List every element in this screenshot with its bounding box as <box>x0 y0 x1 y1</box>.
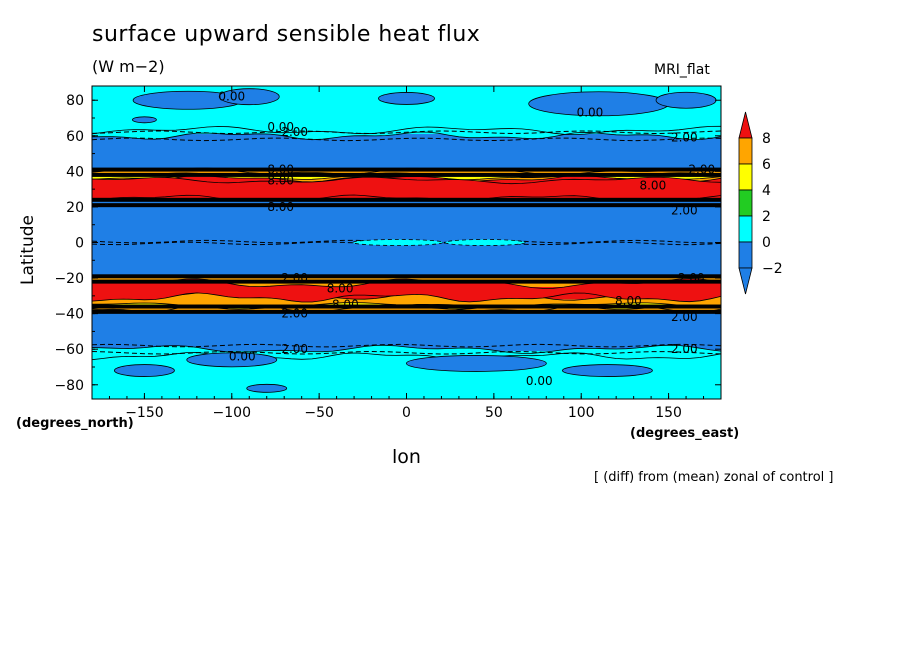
x-tick-label: −100 <box>213 405 251 421</box>
contour-label: 0.00 <box>229 349 256 363</box>
contour-details <box>92 88 721 393</box>
contour-label: 8.00 <box>267 173 294 187</box>
x-axis-label: lon <box>392 446 421 468</box>
contour-label: 8.00 <box>267 200 294 214</box>
colorbar: 8 6 4 2 0 −2 <box>738 111 783 295</box>
chart-title: surface upward sensible heat flux <box>92 22 481 47</box>
band-1 <box>92 134 721 172</box>
blob-south-5 <box>246 383 288 393</box>
contour-label: 8.00 <box>267 163 294 177</box>
colorbar-segment <box>738 137 753 165</box>
model-label: MRI_flat <box>654 62 710 78</box>
contour-dashed-1 <box>92 137 721 142</box>
colorbar-segment <box>738 163 753 191</box>
contour-dashed-2 <box>92 343 721 348</box>
y-tick-label: −80 <box>54 378 84 394</box>
contour-label: 8.00 <box>639 179 666 193</box>
contour-label: 2.00 <box>671 203 698 217</box>
band-south-red <box>92 278 721 303</box>
colorbar-label: 8 <box>762 131 771 147</box>
contour-dashed-0 <box>92 130 721 135</box>
colorbar-segment <box>738 189 753 217</box>
blob-north-6 <box>132 116 157 124</box>
x-unit-left: (degrees_north) <box>16 416 134 431</box>
equator-feature-2 <box>444 239 526 246</box>
contour-dense-1 <box>92 172 721 177</box>
x-tick-label: −50 <box>304 405 334 421</box>
x-tick-label: 150 <box>655 405 682 421</box>
equator-feature-1 <box>352 239 444 246</box>
contour-dense-4 <box>92 274 721 279</box>
y-tick-label: −60 <box>54 342 84 358</box>
contour-label: 2.00 <box>688 163 715 177</box>
contour-label: 0.00 <box>577 106 604 120</box>
contour-label: 2.00 <box>671 310 698 324</box>
contour-label: 2.00 <box>671 131 698 145</box>
contour-label: 8.00 <box>615 294 642 308</box>
contour-dense-6 <box>92 304 721 309</box>
x-tick-label: −150 <box>125 405 163 421</box>
colorbar-arrow-bottom <box>738 267 753 295</box>
colorbar-label: 4 <box>762 183 771 199</box>
contour-dense-7 <box>92 309 721 314</box>
contour-label: 8.00 <box>332 298 359 312</box>
contour-label: 0.00 <box>526 374 553 388</box>
colorbar-segment <box>738 215 753 243</box>
contour-label: 2.00 <box>281 125 308 139</box>
colorbar-label: 0 <box>762 235 771 251</box>
contour-dashed-3 <box>92 350 721 355</box>
band-4 <box>92 199 721 279</box>
contour-dense-5 <box>92 279 721 284</box>
colorbar-label: 6 <box>762 157 771 173</box>
contour-label: 8.00 <box>327 282 354 296</box>
x-tick-label: 100 <box>568 405 595 421</box>
footnote: [ (diff) from (mean) zonal of control ] <box>594 470 834 485</box>
band-north-cyan-edge <box>92 125 721 141</box>
contour-dense-3 <box>92 203 721 208</box>
colorbar-label: 2 <box>762 209 771 225</box>
blob-north-5 <box>655 91 717 109</box>
y-ticks: 80 60 40 20 0 −20 −40 −60 −80 <box>54 93 721 394</box>
blob-north-3 <box>378 92 435 105</box>
x-ticks: −150 −100 −50 0 50 100 150 <box>108 86 705 421</box>
blob-north-2 <box>218 88 280 106</box>
contour-label: 2.00 <box>281 342 308 356</box>
x-tick-label: 50 <box>485 405 503 421</box>
contour-label: 2.00 <box>281 307 308 321</box>
contour-label: 2.00 <box>281 271 308 285</box>
colorbar-arrow-top <box>738 111 753 139</box>
y-tick-label: 60 <box>66 129 84 145</box>
contour-dense-0 <box>92 167 721 172</box>
y-tick-label: 20 <box>66 200 84 216</box>
y-tick-label: 0 <box>75 236 84 252</box>
contour-label: 0.00 <box>267 120 294 134</box>
x-tick-label: 0 <box>402 405 411 421</box>
contour-labels: 0.000.000.002.00 2.008.00 2.008.00 8.008.00… <box>218 90 715 389</box>
contour-label: 2.00 <box>671 342 698 356</box>
y-tick-label: 80 <box>66 93 84 109</box>
colorbar-segment <box>738 241 753 269</box>
y-tick-label: −40 <box>54 307 84 323</box>
blob-south-4 <box>562 364 653 377</box>
blob-south-2 <box>186 352 278 368</box>
colorbar-label: −2 <box>762 261 783 277</box>
contour-dense-2 <box>92 197 721 202</box>
x-unit-right: (degrees_east) <box>630 426 740 441</box>
contour-label: 2.00 <box>678 271 705 285</box>
chart-units: (W m−2) <box>92 57 165 76</box>
blob-south-1 <box>114 364 175 377</box>
blob-south-3 <box>405 355 547 372</box>
contour-label: 0.00 <box>218 90 245 104</box>
y-tick-label: 40 <box>66 164 84 180</box>
y-tick-label: −20 <box>54 271 84 287</box>
